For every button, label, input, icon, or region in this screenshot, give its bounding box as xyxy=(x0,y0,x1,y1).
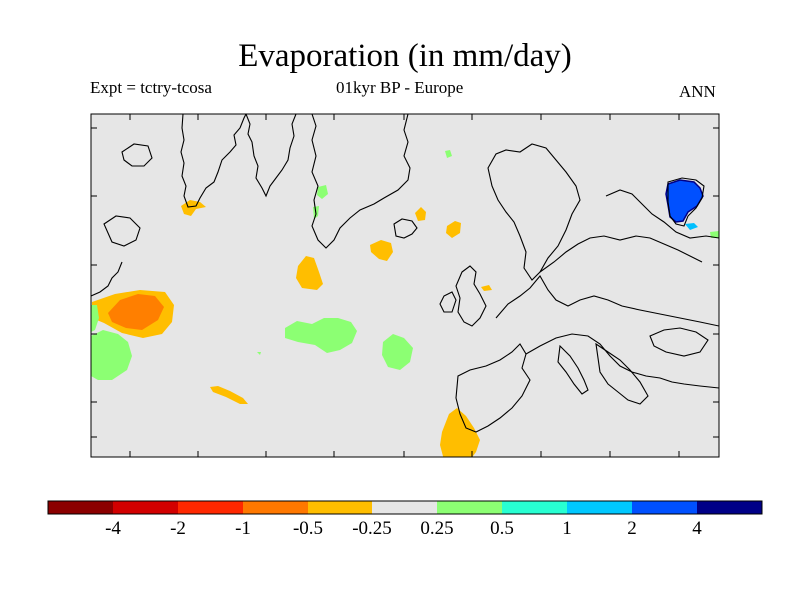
coast-baltic xyxy=(539,235,703,273)
anomaly-mid-atlantic-2 xyxy=(370,240,393,261)
anomaly-fields xyxy=(91,114,719,457)
colorbar-segment-5 xyxy=(308,501,372,514)
coast-iberia xyxy=(455,343,531,433)
colorbar-segment-8 xyxy=(502,501,567,514)
coast-greenland-a xyxy=(180,114,247,208)
coast-britain xyxy=(455,265,487,327)
anomaly-west-green-small xyxy=(91,305,99,332)
anomaly-iberia-west xyxy=(440,408,480,457)
coast-italy xyxy=(557,344,589,395)
anomaly-iceland-south xyxy=(415,207,426,221)
colorbar-segment-6 xyxy=(372,501,437,514)
coast-balkans xyxy=(595,342,649,405)
colorbar-segment-3 xyxy=(178,501,243,514)
anomaly-azores-streak xyxy=(210,386,248,404)
coast-scandinavia xyxy=(487,143,581,281)
anomaly-west-atlantic-strong xyxy=(108,294,164,330)
colorbar-label-9: 2 xyxy=(627,518,637,539)
coastlines xyxy=(91,114,719,433)
colorbar-segment-1 xyxy=(48,501,113,514)
coast-ireland xyxy=(439,291,457,313)
colorbar-segment-9 xyxy=(567,501,632,514)
colorbar-label-3: -1 xyxy=(235,518,251,539)
colorbar-segment-7 xyxy=(437,501,502,514)
colorbar-label-7: 0.5 xyxy=(490,518,514,539)
axis-ticks xyxy=(91,114,719,457)
coast-labrador xyxy=(91,261,123,297)
colorbar-label-2: -2 xyxy=(170,518,186,539)
coast-kola xyxy=(605,189,719,239)
colorbar-label-6: 0.25 xyxy=(420,518,454,539)
colorbar xyxy=(47,500,763,515)
colorbar-segment-2 xyxy=(113,501,178,514)
map-frame xyxy=(90,113,720,458)
colorbar-outline xyxy=(47,500,763,515)
colorbar-label-5: -0.25 xyxy=(352,518,392,539)
colorbar-label-1: -4 xyxy=(105,518,121,539)
anomaly-tiny-green xyxy=(257,352,261,355)
anomaly-west-green xyxy=(91,330,132,380)
anomaly-east-green xyxy=(382,334,413,370)
colorbar-segment-4 xyxy=(243,501,308,514)
coast-black-sea xyxy=(649,327,709,357)
anomaly-faroe xyxy=(446,221,461,238)
anomaly-central-green xyxy=(285,318,357,353)
coast-newfoundland xyxy=(103,215,141,247)
anomaly-novaya-zemlya-cyan xyxy=(685,223,698,230)
anomaly-greenland-green xyxy=(317,185,328,199)
colorbar-segment-10 xyxy=(632,501,697,514)
coast-novaya-zemlya xyxy=(667,177,705,227)
period-region-label: 01kyr BP - Europe xyxy=(336,78,464,97)
season-label: ANN xyxy=(679,82,716,101)
colorbar-label-4: -0.5 xyxy=(292,518,324,539)
experiment-label: Expt = tctry-tcosa xyxy=(90,78,212,97)
anomaly-iceland-north-green xyxy=(445,150,452,158)
coast-greenland-b xyxy=(245,114,297,198)
anomaly-uk-small xyxy=(481,285,492,291)
plot-title: Evaporation (in mm/day) xyxy=(238,38,572,74)
coast-baffin-island xyxy=(121,143,153,167)
colorbar-label-8: 1 xyxy=(562,518,572,539)
coast-continent xyxy=(495,275,719,327)
colorbar-label-10: 4 xyxy=(692,518,702,539)
coast-arctic xyxy=(311,114,411,249)
colorbar-segment-11 xyxy=(697,501,762,514)
coast-iceland xyxy=(393,218,418,239)
anomaly-barents-green xyxy=(710,231,719,238)
map-background xyxy=(91,114,719,457)
coast-mediterranean xyxy=(525,333,719,389)
anomaly-mid-atlantic-1 xyxy=(296,256,323,290)
